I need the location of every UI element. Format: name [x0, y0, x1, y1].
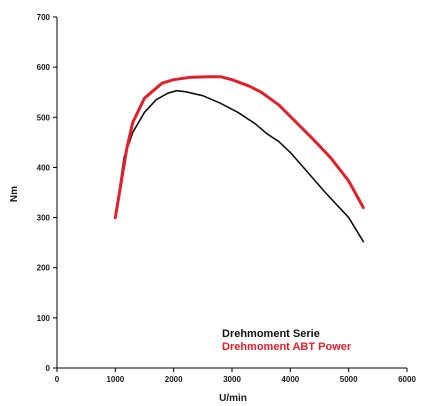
- y-tick-label: 300: [37, 214, 51, 223]
- x-ticks: 0 1000 2000 3000 4000 5000 6000: [55, 368, 416, 384]
- x-tick-label: 4000: [281, 375, 299, 384]
- legend: Drehmoment Serie Drehmoment ABT Power: [222, 328, 352, 353]
- x-tick-label: 5000: [340, 375, 358, 384]
- series-line-abt-power: [113, 75, 365, 220]
- y-tick-label: 500: [37, 113, 51, 122]
- y-ticks: 0 100 200 300 400 500 600 700: [37, 13, 57, 373]
- series-lines: [113, 75, 365, 243]
- legend-label-serie: Drehmoment Serie: [222, 328, 320, 340]
- x-tick-label: 1000: [106, 375, 124, 384]
- x-tick-label: 6000: [398, 375, 416, 384]
- x-axis-label: U/min: [219, 393, 247, 404]
- series-line-serie: [114, 89, 365, 243]
- y-tick-label: 100: [37, 314, 51, 323]
- y-axis-label: Nm: [9, 186, 20, 202]
- x-tick-label: 0: [55, 375, 60, 384]
- y-tick-label: 600: [37, 63, 51, 72]
- y-tick-label: 200: [37, 264, 51, 273]
- x-tick-label: 3000: [223, 375, 241, 384]
- y-tick-label: 400: [37, 163, 51, 172]
- y-tick-label: 0: [46, 364, 51, 373]
- y-tick-label: 700: [37, 13, 51, 22]
- legend-label-abt-power: Drehmoment ABT Power: [222, 341, 352, 353]
- x-tick-label: 2000: [165, 375, 183, 384]
